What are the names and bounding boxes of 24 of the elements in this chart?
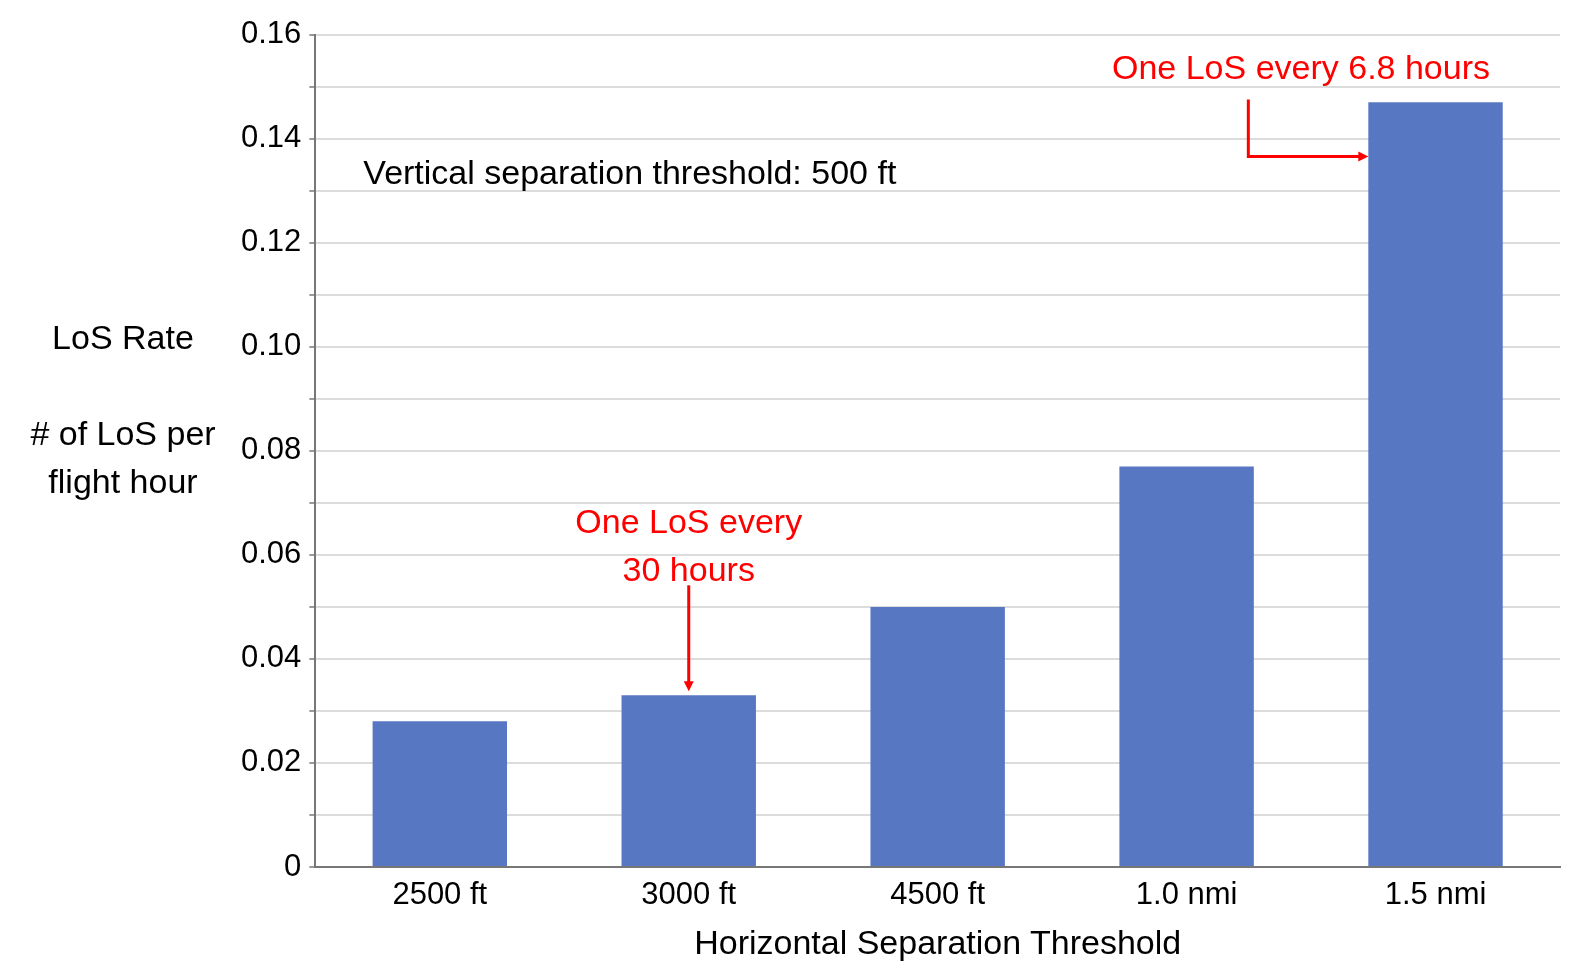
bar bbox=[372, 721, 508, 866]
y-tick-label: 0.16 bbox=[240, 15, 302, 51]
x-axis-title: Horizontal Separation Threshold bbox=[694, 922, 1182, 961]
x-tick-label: 1.5 nmi bbox=[1384, 876, 1487, 912]
x-tick-label: 3000 ft bbox=[641, 876, 737, 912]
y-tick-label: 0.08 bbox=[240, 431, 302, 467]
y-tick-label: 0 bbox=[284, 847, 302, 883]
annotation: One LoS every 30 hours bbox=[575, 501, 803, 588]
annotation: Vertical separation threshold: 500 ft bbox=[363, 152, 897, 191]
x-tick-label: 2500 ft bbox=[392, 876, 488, 912]
y-tick-label: 0.02 bbox=[240, 743, 302, 779]
text: LoS Rate # of LoS per flight hour bbox=[30, 318, 216, 500]
x-tick-label: 1.0 nmi bbox=[1135, 876, 1238, 912]
bar bbox=[621, 695, 756, 866]
y-tick-label: 0.04 bbox=[240, 639, 302, 675]
bar bbox=[1368, 102, 1503, 866]
annotation: One LoS every 6.8 hours bbox=[1111, 47, 1491, 86]
bar bbox=[1119, 466, 1254, 866]
y-tick-label: 0.12 bbox=[240, 223, 302, 259]
bar bbox=[870, 606, 1005, 866]
y-tick-label: 0.14 bbox=[240, 119, 302, 155]
y-tick-label: 0.10 bbox=[240, 327, 302, 363]
y-tick-label: 0.06 bbox=[240, 535, 302, 571]
x-tick-label: 4500 ft bbox=[890, 876, 986, 912]
